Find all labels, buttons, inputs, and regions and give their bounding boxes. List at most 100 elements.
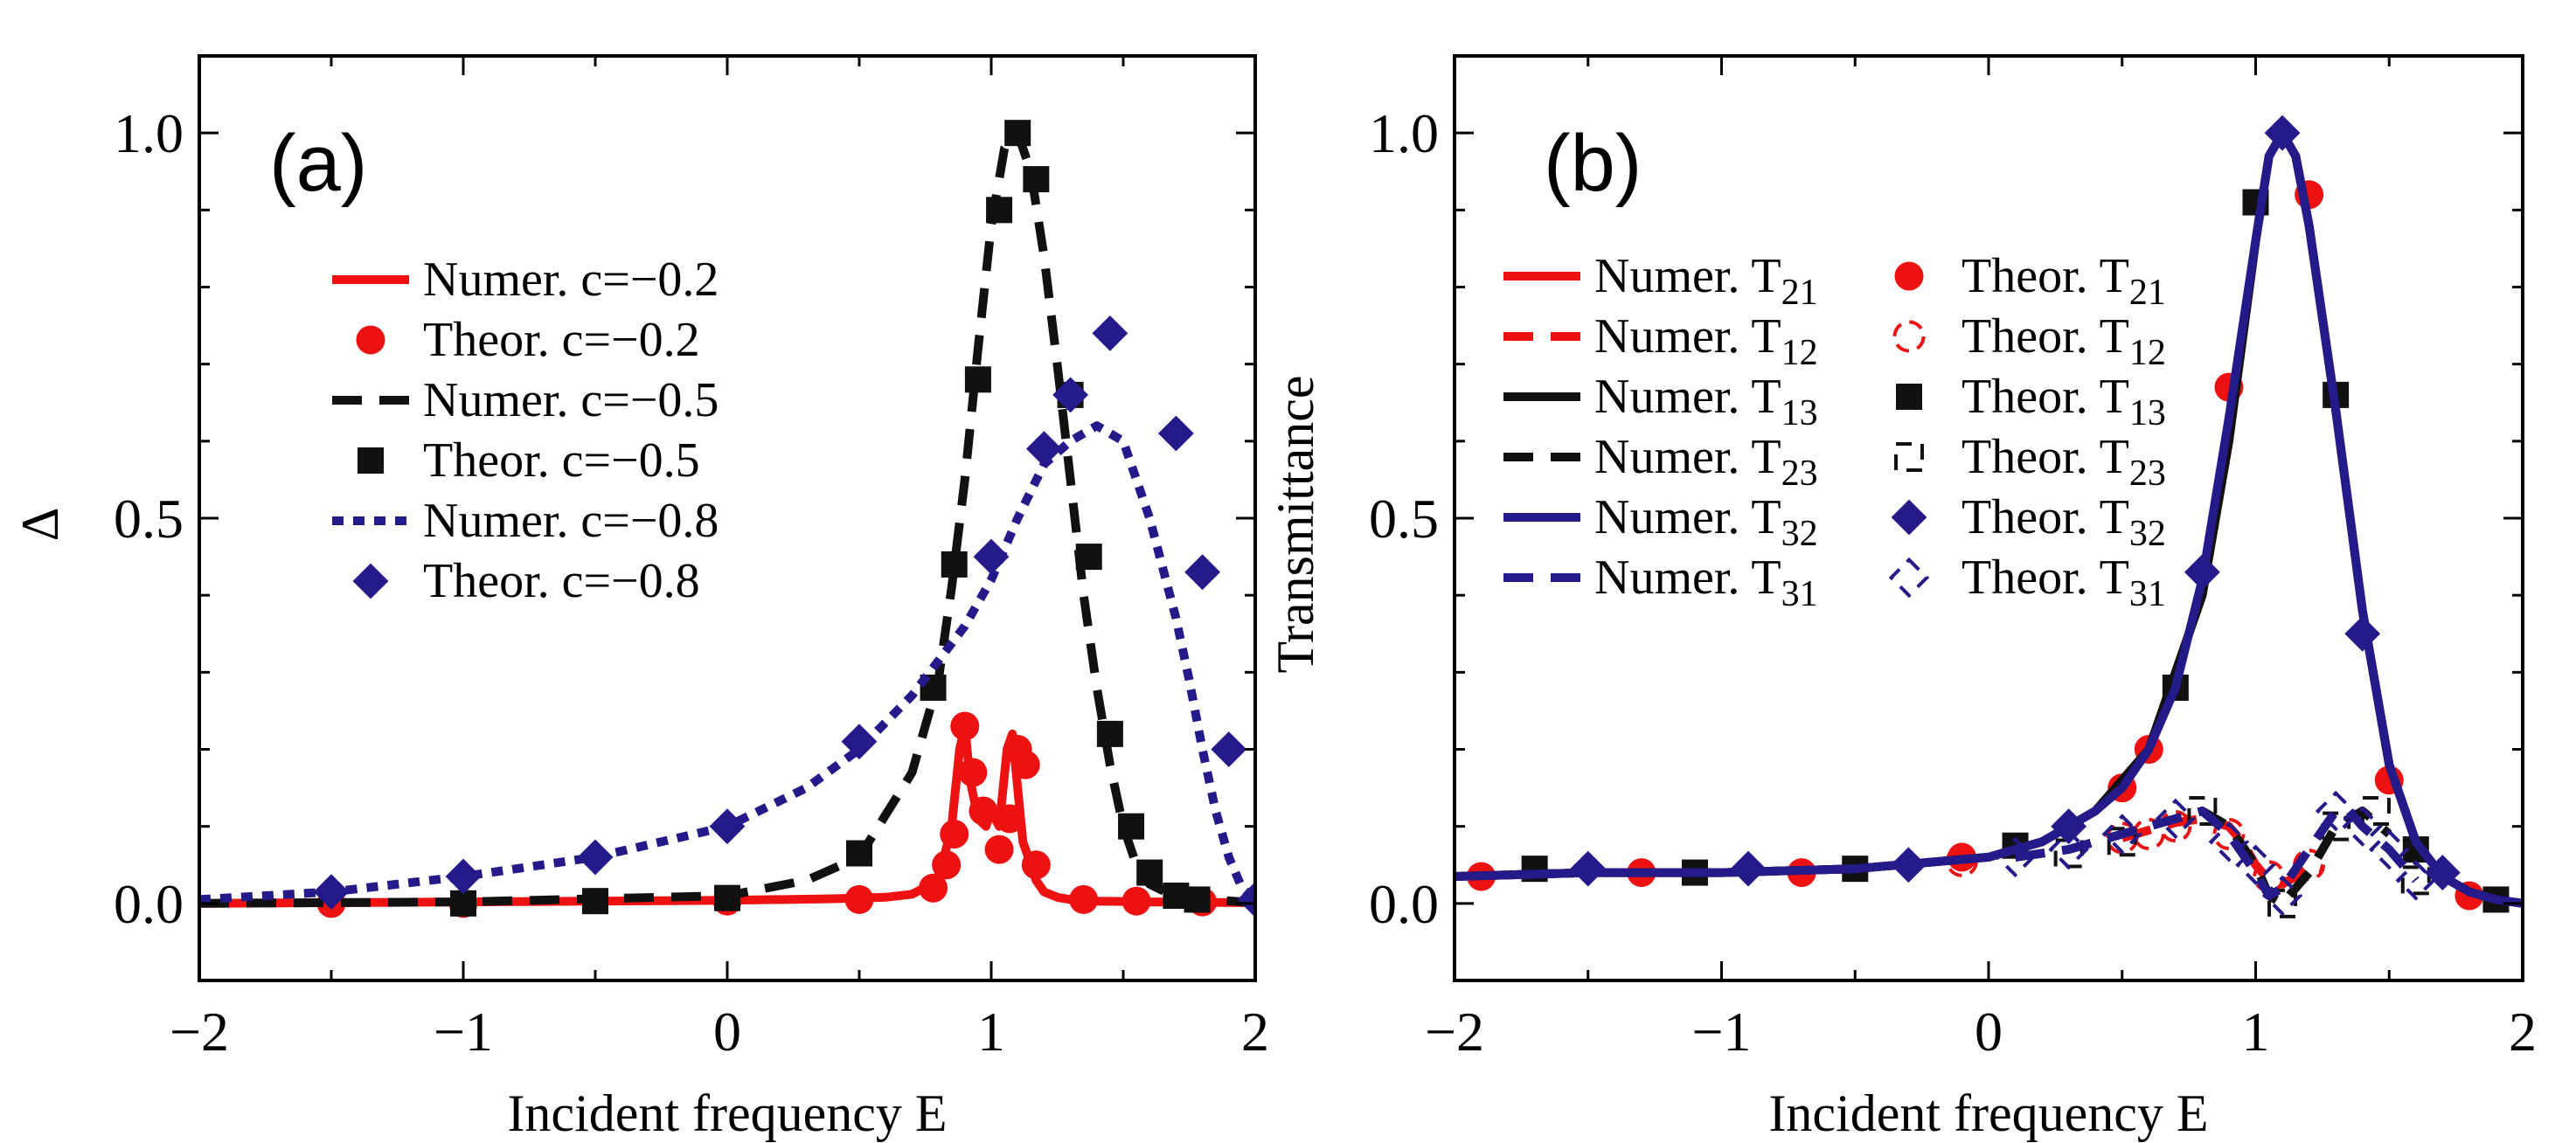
legend-label: Theor. c=−0.5 <box>423 433 700 488</box>
x-tick-label: −1 <box>434 1001 493 1063</box>
legend-label: Numer. T12 <box>1594 309 1818 373</box>
data-point <box>986 197 1013 224</box>
panel-label-b: (b) <box>1544 119 1642 208</box>
x-axis-label-a: Incident frequency E <box>507 1084 947 1142</box>
data-point <box>1121 886 1151 916</box>
data-point <box>2048 828 2089 870</box>
y-axis-label-a: Δ <box>11 508 69 542</box>
series-theor-t32 <box>1570 114 2461 890</box>
data-point <box>2155 798 2197 840</box>
data-point <box>1237 882 1255 918</box>
data-point <box>1096 720 1123 747</box>
x-tick-label: 1 <box>977 1001 1005 1063</box>
legend-label: Numer. T23 <box>1594 430 1818 494</box>
legend-entry: Numer. T12 <box>1503 309 1818 373</box>
data-point <box>2400 865 2431 896</box>
legend-marker-swatch <box>1891 499 1927 536</box>
x-tick-label: 2 <box>1241 1001 1269 1063</box>
data-point <box>2159 810 2192 843</box>
data-point <box>1730 850 1767 887</box>
series-theor-t31 <box>1995 790 2437 917</box>
legend-label: Theor. T12 <box>1962 309 2166 373</box>
legend-entry: Numer. T13 <box>1503 370 1818 433</box>
legend-marker-swatch <box>352 563 389 599</box>
data-point <box>1184 886 1211 913</box>
panel-label-a: (a) <box>269 119 367 208</box>
legend-entry: Theor. c=−0.8 <box>352 554 700 608</box>
legend-entry: Theor. T13 <box>1896 370 2166 433</box>
chart-panel-a: −2 −1 0 1 2 0.0 0.5 1.0 (a) Incident frequency … <box>11 54 1269 1142</box>
data-point <box>2267 888 2298 918</box>
data-point <box>984 835 1014 864</box>
data-point <box>1010 750 1040 779</box>
data-point <box>973 538 1010 575</box>
legend-entry: Numer. T32 <box>1503 490 1818 554</box>
x-tick-label: 0 <box>1975 1001 2003 1063</box>
legend-entry: Numer. T23 <box>1503 430 1818 494</box>
data-point <box>1021 850 1051 880</box>
legend-marker-swatch <box>1896 384 1922 410</box>
data-point <box>1184 554 1220 591</box>
data-point <box>964 366 991 393</box>
legend-entry: Theor. c=−0.5 <box>358 433 700 488</box>
data-point <box>2184 554 2220 591</box>
x-tick-label: 2 <box>2509 1001 2537 1063</box>
data-point <box>1069 884 1099 914</box>
legend-label: Theor. c=−0.8 <box>423 554 700 608</box>
y-tick-label: 0.5 <box>114 488 184 550</box>
legend-entry: Theor. T32 <box>1891 490 2166 554</box>
data-point <box>844 884 874 914</box>
data-point <box>1004 120 1031 147</box>
data-point <box>709 808 746 845</box>
data-point <box>995 804 1024 834</box>
data-point <box>2208 821 2250 862</box>
legend-label: Theor. T31 <box>1962 551 2166 614</box>
data-point <box>445 858 482 895</box>
data-point <box>1995 836 2036 878</box>
legend-label: Theor. c=−0.2 <box>423 313 700 367</box>
data-point <box>1092 315 1128 351</box>
legend-entry: Numer. c=−0.8 <box>332 494 719 548</box>
legend-label: Theor. T23 <box>1962 430 2166 494</box>
legend-label: Theor. T32 <box>1962 490 2166 554</box>
data-point <box>1890 847 1927 883</box>
data-point <box>2253 860 2286 893</box>
data-point <box>2293 849 2326 882</box>
legend-entry: Numer. T21 <box>1503 249 1818 313</box>
legend-marker-swatch <box>1894 261 1924 291</box>
data-point <box>958 758 988 787</box>
series-line <box>2014 807 2420 900</box>
data-point <box>841 724 878 760</box>
legend-label: Numer. T31 <box>1594 551 1818 614</box>
data-point <box>2261 875 2303 917</box>
legend-entry: Numer. c=−0.2 <box>332 253 719 307</box>
legend-marker-swatch <box>1888 557 1930 599</box>
y-tick-label: 1.0 <box>114 102 184 164</box>
legend-label: Numer. c=−0.2 <box>423 253 719 307</box>
data-point <box>1052 377 1088 413</box>
legend-label: Theor. T21 <box>1962 249 2166 313</box>
data-point <box>2051 808 2087 845</box>
data-point <box>2101 814 2142 855</box>
data-point <box>969 796 998 826</box>
x-tick-label: 1 <box>2242 1001 2270 1063</box>
series-numer-t31 <box>2014 807 2420 900</box>
data-point <box>940 819 969 849</box>
x-tick-label: 0 <box>713 1001 741 1063</box>
legend-marker-swatch <box>1892 320 1926 353</box>
data-point <box>1211 731 1247 767</box>
data-point <box>2235 844 2276 885</box>
data-point <box>932 850 962 880</box>
data-point <box>2395 860 2437 901</box>
series-theor-c-0-2 <box>316 711 1218 918</box>
data-point <box>2315 790 2357 832</box>
legend-a: Numer. c=−0.2 Theor. c=−0.2 Numer. c=−0.5 T… <box>332 253 719 608</box>
data-point <box>1026 431 1062 468</box>
legend-entry: Theor. c=−0.2 <box>356 313 700 367</box>
data-point <box>1075 544 1102 571</box>
legend-entry: Numer. c=−0.5 <box>332 373 719 427</box>
data-point <box>919 873 948 903</box>
data-point <box>846 840 872 867</box>
legend-label: Numer. T32 <box>1594 490 1818 554</box>
